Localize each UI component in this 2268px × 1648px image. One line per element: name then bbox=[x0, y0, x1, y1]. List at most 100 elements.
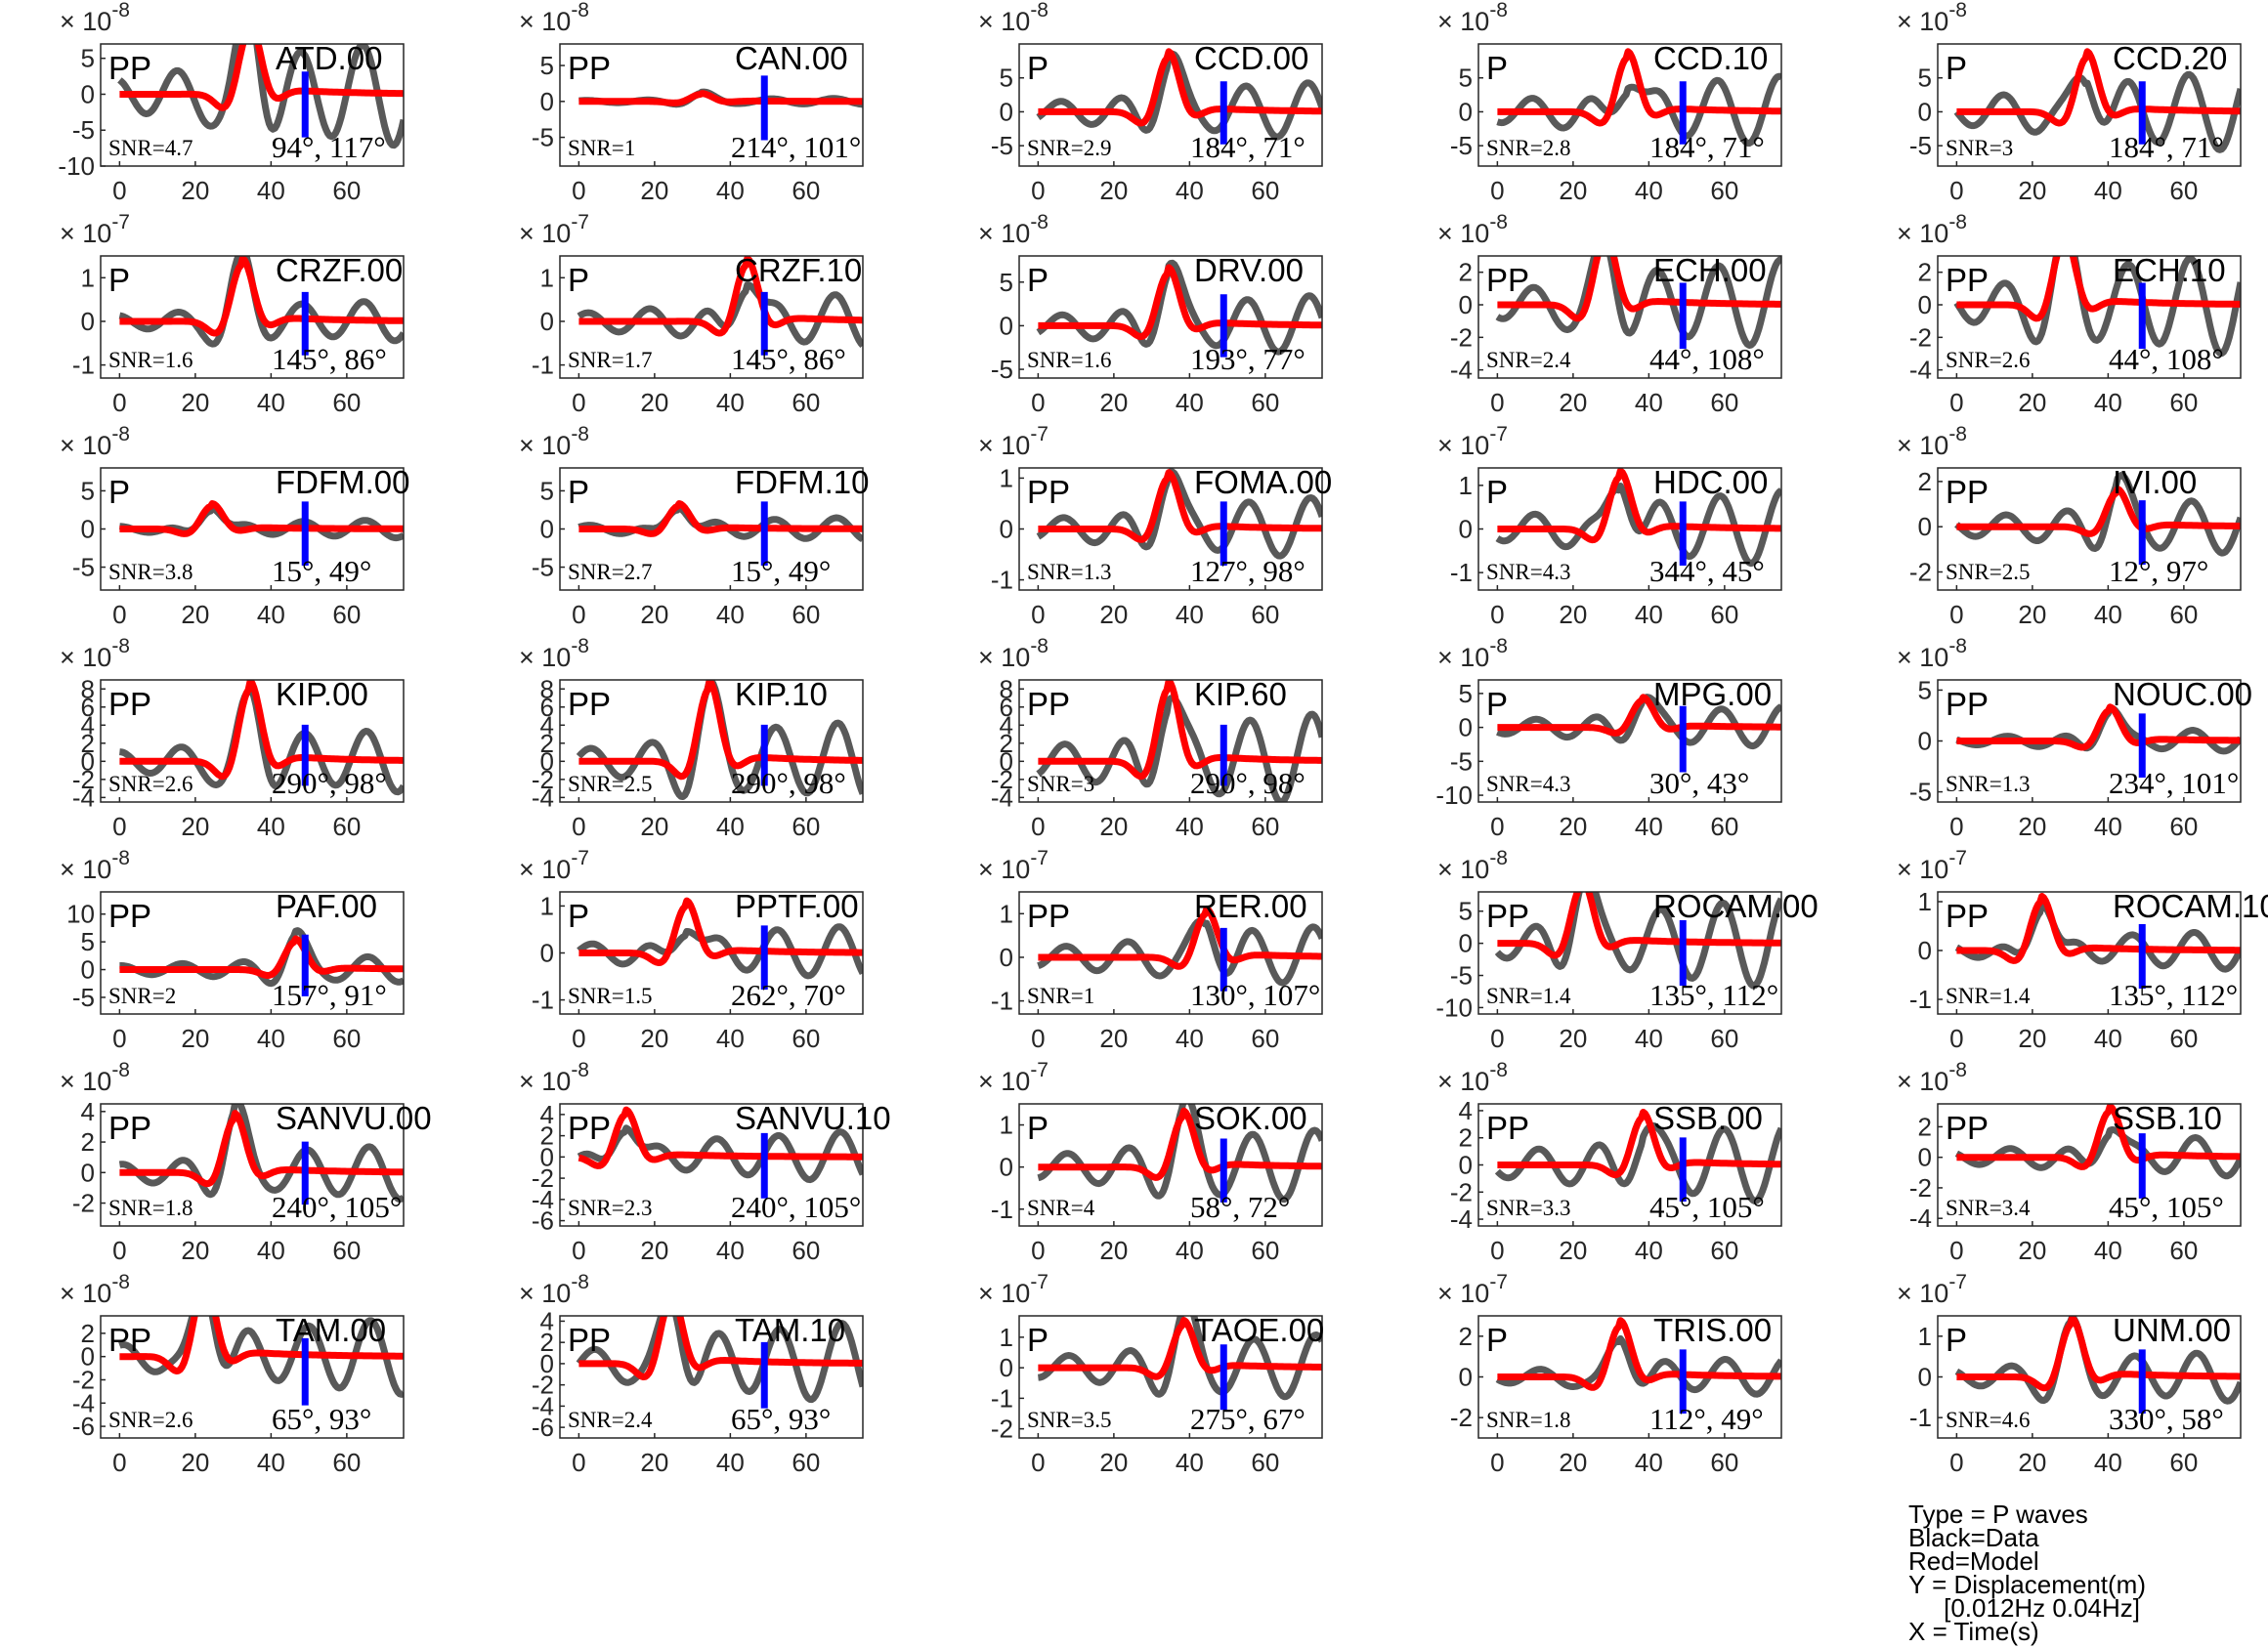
y-tick-label: 2 bbox=[1459, 258, 1473, 287]
data-trace bbox=[577, 281, 863, 348]
y-tick-label: 5 bbox=[81, 476, 95, 505]
x-tick-label: 40 bbox=[716, 600, 745, 629]
y-tick-label: 0 bbox=[1000, 746, 1013, 776]
x-tick-label: 40 bbox=[2094, 176, 2122, 205]
y-tick-label: -4 bbox=[1909, 356, 1932, 385]
y-tick-label: -1 bbox=[532, 986, 554, 1015]
azimuth-label: 45°, 105° bbox=[2109, 1190, 2224, 1224]
data-trace bbox=[1495, 694, 1781, 750]
y-tick-label: -4 bbox=[72, 782, 95, 812]
x-tick-label: 40 bbox=[1635, 1236, 1663, 1265]
snr-label: SNR=4.7 bbox=[108, 136, 193, 160]
x-tick-label: 20 bbox=[1559, 388, 1587, 417]
y-tick-label: 0 bbox=[1000, 515, 1013, 544]
panel-crzf-00: 0 20 40 60 1 0 -1 × 10-7 P CRZF.00 SNR=1.6 145°, 86… bbox=[60, 211, 405, 417]
x-tick-label: 0 bbox=[572, 388, 585, 417]
y-tick-label: -10 bbox=[1435, 781, 1473, 810]
station-label: FOMA.00 bbox=[1194, 464, 1332, 500]
y-tick-label: 5 bbox=[1000, 268, 1013, 297]
x-tick-label: 60 bbox=[792, 1236, 820, 1265]
y-tick-label: 0 bbox=[540, 746, 554, 776]
phase-label: PP bbox=[1946, 1110, 1989, 1146]
station-label: FDFM.00 bbox=[276, 464, 410, 500]
x-tick-label: 40 bbox=[257, 812, 285, 841]
y-tick-label: 5 bbox=[1918, 63, 1932, 93]
phase-label: PP bbox=[568, 1110, 611, 1146]
x-tick-label: 40 bbox=[257, 600, 285, 629]
station-label: HDC.00 bbox=[1653, 464, 1768, 500]
y-tick-label: -2 bbox=[991, 1415, 1013, 1444]
y-tick-label: -6 bbox=[72, 1412, 95, 1441]
data-trace bbox=[1954, 902, 2241, 973]
model-trace bbox=[1036, 1107, 1322, 1181]
y-tick-label: 5 bbox=[81, 927, 95, 956]
model-trace bbox=[577, 897, 863, 966]
data-trace bbox=[1036, 50, 1322, 141]
x-tick-label: 20 bbox=[640, 176, 668, 205]
y-tick-label: -2 bbox=[1909, 322, 1932, 352]
model-trace bbox=[1495, 1109, 1781, 1179]
x-tick-label: 60 bbox=[332, 600, 361, 629]
azimuth-label: 130°, 107° bbox=[1190, 978, 1320, 1012]
panel-ccd-00: 0 20 40 60 5 0 -5 × 10-8 P CCD.00 SNR=2.9 184°, 71° bbox=[978, 0, 1323, 205]
x-tick-label: 0 bbox=[1949, 176, 1963, 205]
y-tick-label: 8 bbox=[540, 674, 554, 703]
y-exponent: × 10-8 bbox=[60, 847, 130, 884]
x-tick-label: 60 bbox=[2169, 388, 2198, 417]
axes-box bbox=[1477, 891, 1782, 1015]
x-tick-label: 40 bbox=[2094, 812, 2122, 841]
panel-pptf-00: 0 20 40 60 1 0 -1 × 10-7 P PPTF.00 SNR=1.5 262°, 70… bbox=[519, 847, 864, 1053]
x-tick-label: 40 bbox=[257, 1448, 285, 1477]
station-label: SANVU.00 bbox=[276, 1100, 432, 1136]
phase-label: P bbox=[568, 898, 589, 934]
legend-type: Type = P waves bbox=[1908, 1500, 2088, 1529]
x-tick-label: 60 bbox=[1251, 1236, 1279, 1265]
model-trace bbox=[577, 680, 863, 781]
y-tick-label: 1 bbox=[81, 263, 95, 292]
azimuth-label: 290°, 98° bbox=[1190, 766, 1305, 800]
snr-label: SNR=2.8 bbox=[1486, 136, 1570, 160]
panel-fdfm-10: 0 20 40 60 5 0 -5 × 10-8 P FDFM.10 SNR=2.7 15°, 49° bbox=[519, 423, 870, 629]
azimuth-label: 193°, 77° bbox=[1190, 342, 1305, 376]
legend-band: [0.012Hz 0.04Hz] bbox=[1908, 1593, 2141, 1623]
azimuth-label: 145°, 86° bbox=[272, 342, 387, 376]
snr-label: SNR=3 bbox=[1027, 772, 1094, 796]
y-tick-label: 2 bbox=[1918, 258, 1932, 287]
y-tick-label: -1 bbox=[1909, 1403, 1932, 1432]
snr-label: SNR=3.3 bbox=[1486, 1196, 1570, 1220]
azimuth-label: 94°, 117° bbox=[272, 130, 386, 164]
y-tick-label: -2 bbox=[1909, 1173, 1932, 1203]
y-tick-label: -6 bbox=[532, 1413, 554, 1442]
y-tick-label: 6 bbox=[1000, 693, 1013, 722]
y-tick-label: 0 bbox=[1459, 290, 1473, 319]
y-tick-label: 0 bbox=[81, 307, 95, 336]
phase-label: P bbox=[1027, 1110, 1048, 1146]
y-exponent: × 10-7 bbox=[978, 1271, 1048, 1308]
y-exponent: × 10-8 bbox=[1897, 423, 1967, 460]
snr-label: SNR=1.6 bbox=[108, 348, 193, 372]
y-tick-label: 0 bbox=[81, 1158, 95, 1187]
station-label: ATD.00 bbox=[276, 40, 382, 76]
azimuth-label: 135°, 112° bbox=[1649, 978, 1778, 1012]
x-tick-label: 40 bbox=[1176, 176, 1204, 205]
y-tick-label: 2 bbox=[81, 1127, 95, 1157]
x-tick-label: 0 bbox=[1031, 600, 1045, 629]
azimuth-label: 127°, 98° bbox=[1190, 554, 1305, 588]
panel-unm-00: 0 20 40 60 1 0 -1 × 10-7 P UNM.00 SNR=4.6 330°, 58° bbox=[1897, 1271, 2242, 1477]
x-tick-label: 40 bbox=[1635, 1448, 1663, 1477]
model-trace bbox=[1954, 703, 2241, 751]
snr-label: SNR=4.3 bbox=[1486, 560, 1570, 584]
station-label: KIP.10 bbox=[735, 676, 828, 712]
data-trace bbox=[1495, 483, 1781, 568]
azimuth-label: 157°, 91° bbox=[272, 978, 387, 1012]
x-tick-label: 60 bbox=[1251, 812, 1279, 841]
azimuth-label: 145°, 86° bbox=[731, 342, 846, 376]
y-tick-label: 0 bbox=[81, 746, 95, 776]
phase-label: P bbox=[1946, 50, 1967, 86]
snr-label: SNR=1 bbox=[568, 136, 635, 160]
figure-legend: Type = P waves Black=Data Red=Model Y = … bbox=[1908, 1500, 2146, 1644]
axes-box bbox=[1018, 255, 1323, 379]
x-tick-label: 0 bbox=[1949, 812, 1963, 841]
phase-label: P bbox=[568, 474, 589, 510]
